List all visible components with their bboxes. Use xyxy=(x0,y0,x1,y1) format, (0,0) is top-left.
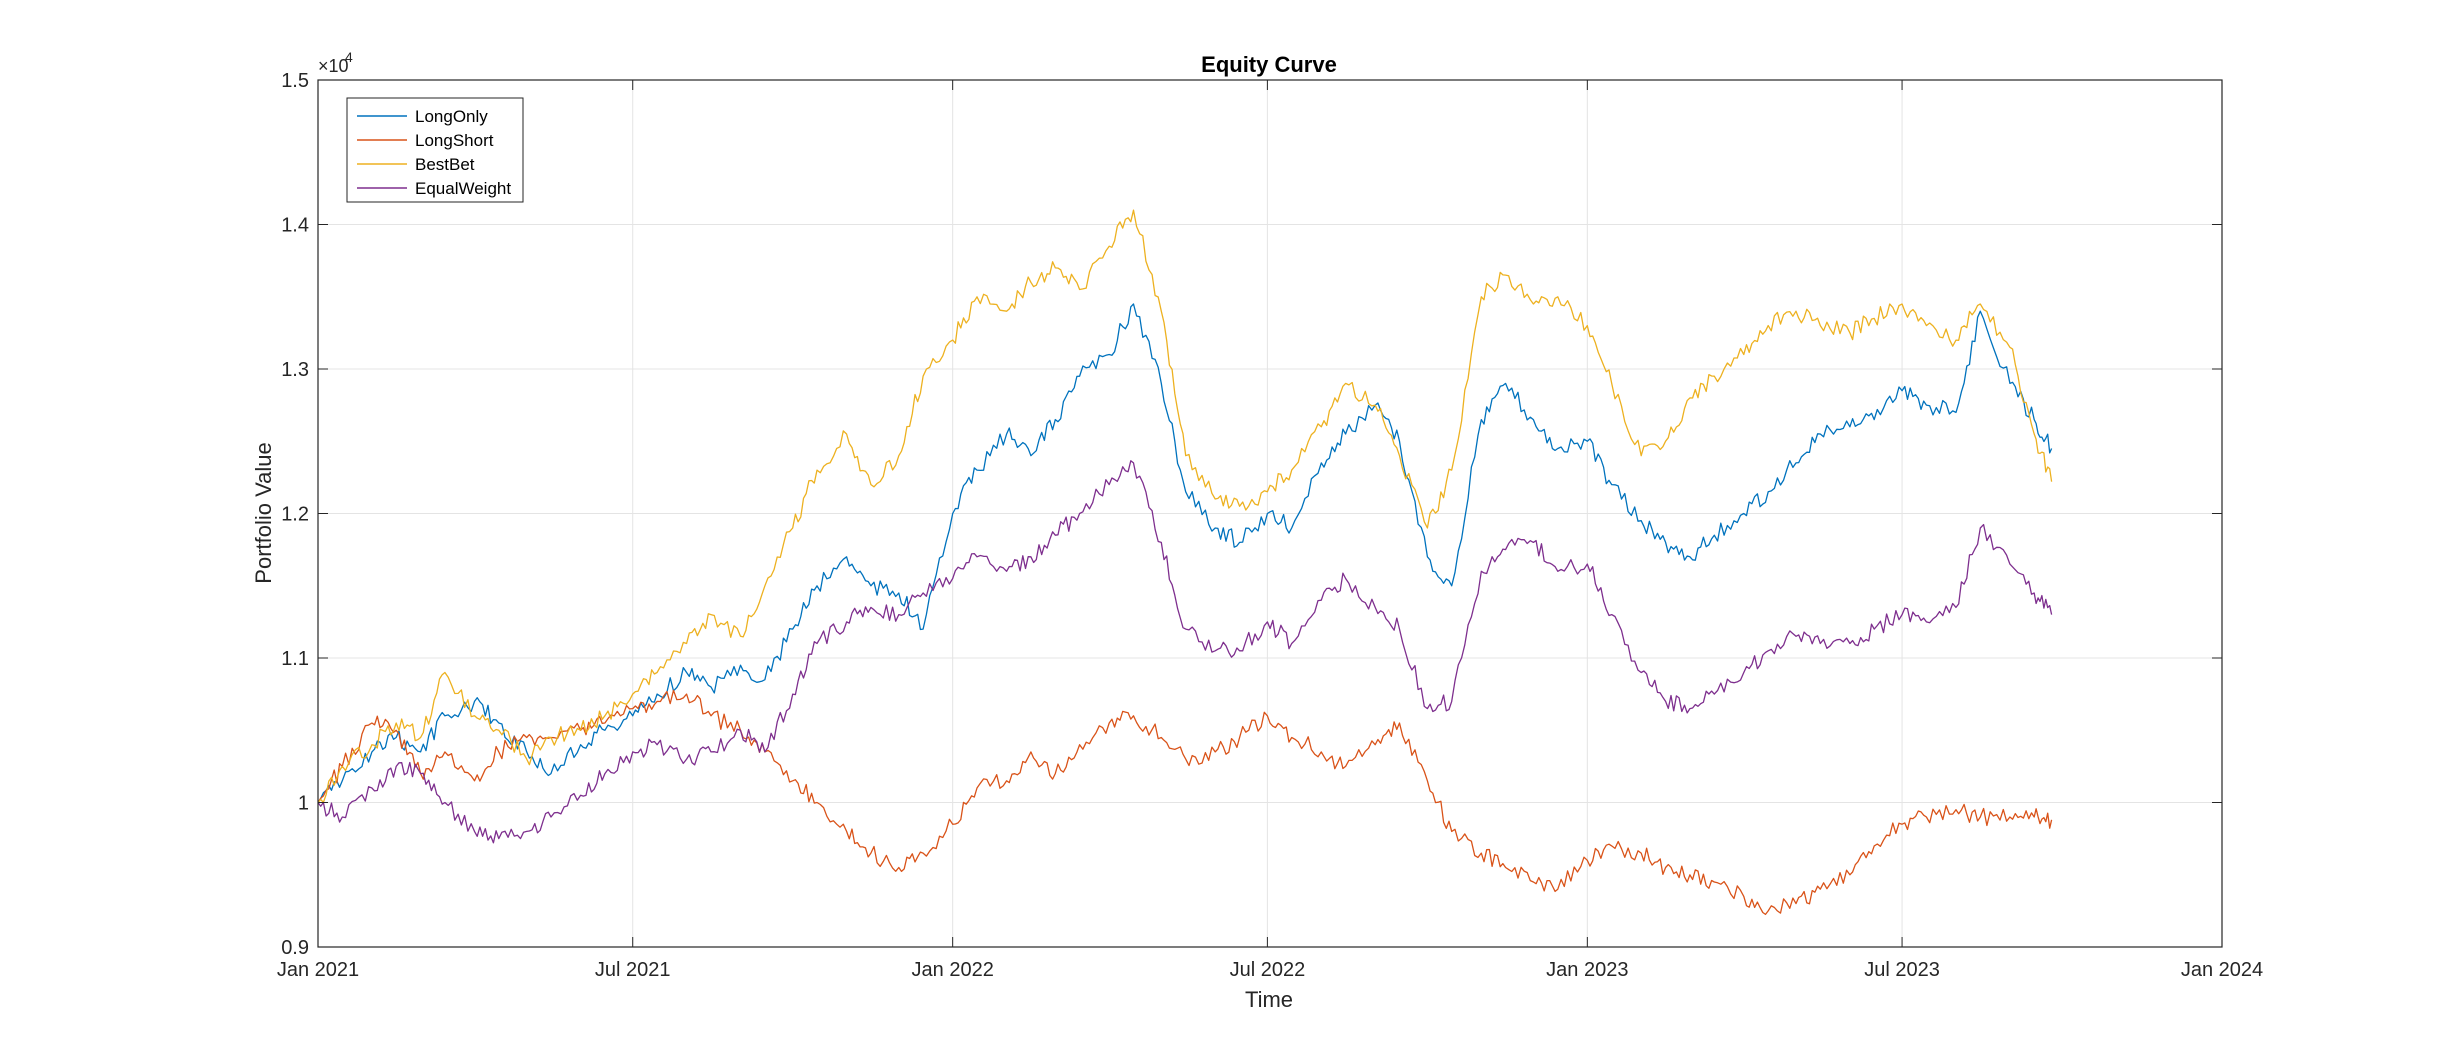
x-tick-label: Jan 2021 xyxy=(277,959,359,981)
y-axis-exponent: ×10 4 xyxy=(318,49,353,76)
y-exponent-base: ×10 xyxy=(318,56,349,76)
y-tick-label: 1.2 xyxy=(281,504,309,526)
legend: LongOnly LongShort BestBet EqualWeight xyxy=(346,97,524,203)
x-tick-label: Jul 2023 xyxy=(1864,959,1940,981)
series-line-equalweight xyxy=(317,460,2053,844)
y-tick-label: 1.5 xyxy=(281,70,309,92)
series-line-longshort xyxy=(317,689,2053,916)
y-tick-label: 0.9 xyxy=(281,937,309,959)
plot-area-frame xyxy=(317,79,2223,948)
series-line-bestbet xyxy=(317,209,2053,804)
y-tick-label: 1 xyxy=(298,793,309,815)
series-lines xyxy=(317,209,2053,916)
x-tick-label: Jul 2021 xyxy=(595,959,671,981)
y-axis-label: Portfolio Value xyxy=(251,442,276,583)
legend-label-longshort: LongShort xyxy=(415,131,494,150)
x-tick-label: Jan 2022 xyxy=(912,959,994,981)
x-tick-label: Jan 2024 xyxy=(2181,959,2263,981)
legend-label-longonly: LongOnly xyxy=(415,107,488,126)
tick-labels: Jan 2021 Jul 2021 Jan 2022 Jul 2022 Jan 2023… xyxy=(277,70,2263,981)
axes xyxy=(317,79,2223,948)
x-tick-label: Jul 2022 xyxy=(1230,959,1306,981)
y-tick-label: 1.3 xyxy=(281,359,309,381)
chart-title: Equity Curve xyxy=(1201,52,1337,77)
y-exponent-power: 4 xyxy=(345,49,353,65)
x-tick-label: Jan 2023 xyxy=(1546,959,1628,981)
legend-label-equalweight: EqualWeight xyxy=(415,179,511,198)
series-line-longonly xyxy=(317,303,2053,803)
y-tick-label: 1.4 xyxy=(281,215,309,237)
x-axis-label: Time xyxy=(1245,987,1293,1012)
legend-label-bestbet: BestBet xyxy=(415,155,475,174)
y-tick-label: 1.1 xyxy=(281,648,309,670)
